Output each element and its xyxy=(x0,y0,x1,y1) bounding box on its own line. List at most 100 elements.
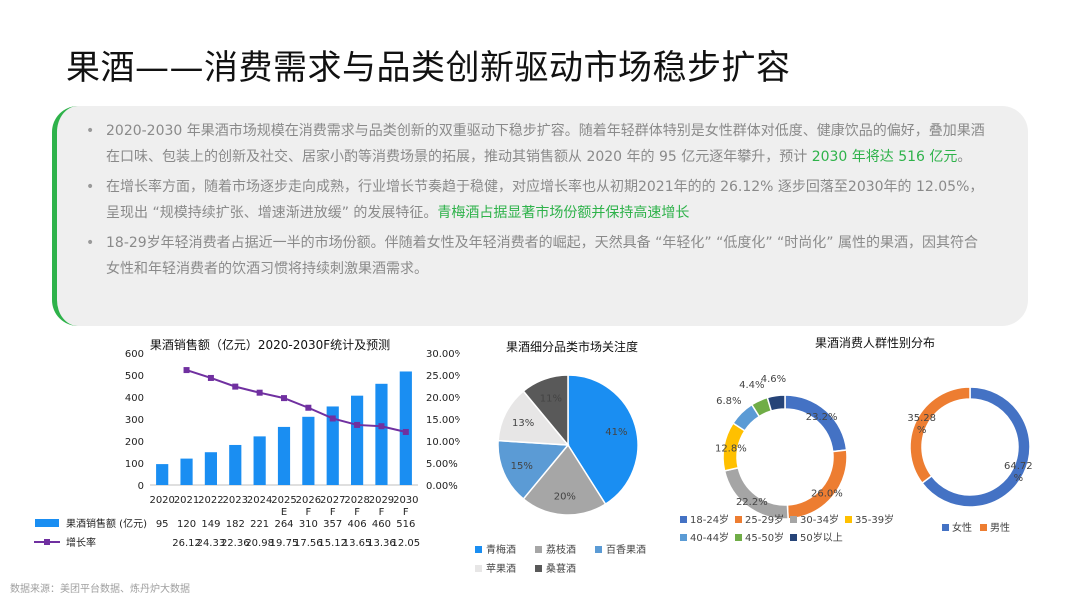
donut-value-label: 23.2% xyxy=(806,412,838,423)
summary-bullet: 2020-2030 年果酒市场规模在消费需求与品类创新的双重驱动下稳步扩容。随着… xyxy=(86,118,986,170)
donut-value-label: 26.0% xyxy=(811,489,843,500)
y-tick-label-right: 10.00% xyxy=(426,437,460,448)
growth-rate-line xyxy=(186,369,407,433)
table-cell: 24.33 xyxy=(197,538,226,549)
y-tick-label-left: 300 xyxy=(125,415,144,426)
donut-value-label: % xyxy=(917,425,927,436)
table-cell: 95 xyxy=(156,519,169,530)
x-tick-label: 2021 xyxy=(174,495,199,506)
bullet-text: 在增长率方面，随着市场逐步走向成熟，行业增长节奏趋于稳健，对应增长率也从初期20… xyxy=(106,179,984,221)
legend-swatch xyxy=(535,546,542,553)
table-cell: 120 xyxy=(177,519,196,530)
legend-label: 青梅酒 xyxy=(486,543,516,556)
legend-swatch xyxy=(680,534,687,541)
pie-slice-百香果酒 xyxy=(497,439,570,500)
legend-swatch xyxy=(735,534,742,541)
donut-value-label: % xyxy=(1014,473,1024,484)
bullet-text: 。 xyxy=(957,149,972,165)
x-tick-label: F xyxy=(354,507,360,518)
legend-label: 40-44岁 xyxy=(690,531,729,544)
data-source-note: 数据来源：美团平台数据、炼丹炉大数据 xyxy=(10,584,190,595)
table-cell: 516 xyxy=(396,519,415,530)
summary-bullet: 18-29岁年轻消费者占据近一半的市场份额。伴随着女性及年轻消费者的崛起，天然具… xyxy=(86,230,986,282)
growth-rate-point xyxy=(378,423,385,430)
bar-2029F xyxy=(375,383,388,485)
y-tick-label-right: 20.00% xyxy=(426,393,460,404)
pie-value-label: 11% xyxy=(540,394,562,405)
table-cell: 17.56 xyxy=(294,538,323,549)
legend-label: 35-39岁 xyxy=(855,513,894,526)
legend-label: 女性 xyxy=(952,521,972,534)
legend-label: 苹果酒 xyxy=(486,562,516,575)
growth-rate-point xyxy=(281,395,287,402)
y-tick-label-right: 30.00% xyxy=(426,349,460,360)
sales-combo-chart: 果酒销售额（亿元）2020-2030F统计及预测 0 100 200 300 400 500… xyxy=(34,337,460,549)
table-row-label: 果酒销售额 (亿元) xyxy=(66,517,147,530)
summary-bullets: 2020-2030 年果酒市场规模在消费需求与品类创新的双重驱动下稳步扩容。随着… xyxy=(86,118,986,286)
table-cell: 221 xyxy=(250,519,269,530)
bullet-text: 2020-2030 年果酒市场规模在消费需求与品类创新的双重驱动下稳步扩容。随着… xyxy=(106,123,985,165)
table-cell: 22.36 xyxy=(221,538,250,549)
x-tick-label: F xyxy=(379,507,385,518)
x-tick-label: F xyxy=(330,507,336,518)
legend-label: 25-29岁 xyxy=(745,513,784,526)
bar-2024 xyxy=(253,436,266,485)
table-cell: 460 xyxy=(372,519,391,530)
y-tick-label-right: 5.00% xyxy=(426,459,458,470)
bar-2023 xyxy=(229,444,242,485)
legend-swatch-marker xyxy=(44,539,50,545)
bullet-highlight-text: 2030 年将达 516 亿元 xyxy=(811,149,958,165)
table-cell: 182 xyxy=(226,519,245,530)
y-tick-label-left: 500 xyxy=(125,371,144,382)
legend-swatch xyxy=(475,546,482,553)
x-tick-label: 2024 xyxy=(247,495,272,506)
x-tick-label: F xyxy=(305,507,311,518)
x-tick-label: 2027 xyxy=(320,495,345,506)
y-tick-label-right: 25.00% xyxy=(426,371,460,382)
table-cell: 406 xyxy=(348,519,367,530)
legend-label: 45-50岁 xyxy=(745,531,784,544)
bar-2026F xyxy=(302,416,315,485)
chart-title: 果酒细分品类市场关注度 xyxy=(506,339,638,354)
table-cell: 20.98 xyxy=(245,538,274,549)
page-title: 果酒——消费需求与品类创新驱动市场稳步扩容 xyxy=(66,48,791,88)
y-tick-label-left: 100 xyxy=(125,459,144,470)
x-tick-label: 2020 xyxy=(149,495,174,506)
growth-rate-point xyxy=(329,415,336,422)
x-tick-label: 2026 xyxy=(296,495,321,506)
legend-swatch xyxy=(595,546,602,553)
legend-swatch xyxy=(980,524,987,531)
bar-2025E xyxy=(277,426,291,485)
x-tick-label: 2029 xyxy=(369,495,394,506)
donut-slice-18-24岁 xyxy=(784,394,848,453)
legend-swatch xyxy=(735,516,742,523)
growth-rate-point xyxy=(207,374,214,381)
bar-2022 xyxy=(204,452,217,485)
legend-label: 荔枝酒 xyxy=(546,543,576,556)
table-cell: 13.65 xyxy=(343,538,372,549)
x-tick-label: 2030 xyxy=(393,495,418,506)
pie-slice-荔枝酒 xyxy=(522,443,607,516)
donut-value-label: 64.72 xyxy=(1004,461,1033,472)
growth-rate-point xyxy=(183,367,190,374)
legend-swatch xyxy=(790,534,797,541)
pie-slice-苹果酒 xyxy=(497,390,570,446)
donut-slice-25-29岁 xyxy=(786,449,848,520)
growth-rate-point xyxy=(402,428,409,435)
donut-slice-50岁以上 xyxy=(766,394,786,412)
bar-2028F xyxy=(351,395,364,485)
consumer-donut-charts: 果酒消费人群性别分布 23.2% 26.0% 22.2% 12.8% 6.8% 4.4%4.… xyxy=(680,336,1033,544)
bar-2021 xyxy=(180,458,193,485)
y-tick-label-left: 0 xyxy=(138,481,144,492)
table-cell: 12.05 xyxy=(391,538,420,549)
growth-rate-point xyxy=(354,421,361,428)
x-tick-label: F xyxy=(403,507,409,518)
pie-value-label: 41% xyxy=(605,427,627,438)
donut-value-label: 35.28 xyxy=(907,413,936,424)
bullet-highlight-text: 青梅酒占据显著市场份额并保持高速增长 xyxy=(437,205,690,221)
x-tick-label: 2025 xyxy=(271,495,296,506)
table-row-label: 增长率 xyxy=(66,536,96,549)
donut-value-label: 4.6% xyxy=(761,374,786,385)
table-cell: 13.36 xyxy=(367,538,396,549)
x-tick-label: 2028 xyxy=(344,495,369,506)
